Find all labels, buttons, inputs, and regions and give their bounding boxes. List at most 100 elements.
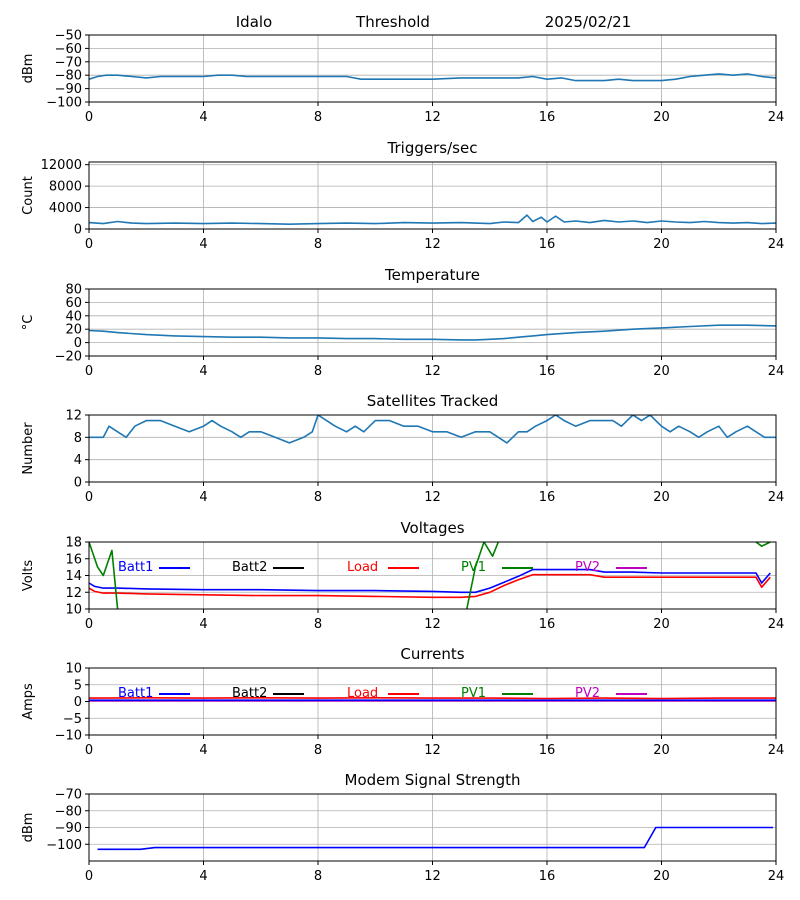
x-tick-label: 16 [539,617,556,632]
x-tick-label: 0 [85,617,93,632]
x-tick-label: 24 [768,237,785,252]
x-tick-label: 20 [653,743,670,758]
y-tick-label: 40 [65,309,82,324]
x-tick-label: 20 [653,490,670,505]
y-tick-label: 80 [65,283,82,298]
y-tick-label: −80 [55,69,82,84]
x-tick-label: 8 [314,110,322,125]
x-tick-label: 8 [314,490,322,505]
panel-title: Temperature [384,266,480,284]
x-tick-label: 20 [653,869,670,884]
y-tick-label: −60 [55,42,82,57]
panel-title: Modem Signal Strength [345,771,521,789]
legend-label: Load [347,686,378,701]
x-tick-label: 20 [653,364,670,379]
x-tick-label: 12 [424,743,441,758]
x-tick-label: 4 [199,869,207,884]
panel-title: Triggers/sec [387,139,478,157]
panel-triggers: 0 4 8 12 16 20 24 0 4000 8000 12000 Triggers/sec Cou… [21,139,784,252]
y-tick-label: −100 [46,838,82,853]
x-tick-label: 8 [314,617,322,632]
panel-title: Currents [400,645,464,663]
x-tick-label: 12 [424,490,441,505]
y-tick-label: 0 [74,695,82,710]
legend-label: Batt1 [118,686,153,701]
y-tick-label: 10 [65,603,82,618]
series-line-temperature-0 [89,324,776,341]
y-tick-label: 5 [74,678,82,693]
x-tick-label: 4 [199,617,207,632]
x-tick-label: 20 [653,110,670,125]
y-tick-label: 0 [74,476,82,491]
series-line-voltages-1 [89,573,771,599]
x-tick-label: 16 [539,237,556,252]
x-tick-label: 12 [424,110,441,125]
y-tick-label: 18 [65,536,82,551]
series-line-voltages-2 [89,542,119,609]
legend-label: PV2 [575,686,600,701]
legend-label: Batt2 [232,560,267,575]
legend-label: PV1 [461,686,486,701]
legend-label: Batt1 [118,560,153,575]
y-tick-label: −50 [55,29,82,44]
y-tick-label: −5 [63,712,82,727]
x-tick-label: 24 [768,490,785,505]
x-tick-label: 24 [768,364,785,379]
y-tick-label: 0 [74,223,82,238]
x-tick-label: 16 [539,490,556,505]
x-tick-label: 0 [85,743,93,758]
y-axis-label: Count [21,176,36,215]
panel-modem: 0 4 8 12 16 20 24 −100 −90 −80−70 Modem Signal Str… [21,771,784,884]
x-tick-label: 4 [199,237,207,252]
x-tick-label: 4 [199,743,207,758]
series-line-voltages-0 [89,568,771,594]
x-tick-label: 20 [653,237,670,252]
x-tick-label: 16 [539,743,556,758]
y-tick-label: −100 [46,96,82,111]
y-tick-label: 4000 [49,201,82,216]
y-tick-label: 14 [65,569,82,584]
y-axis-label: Number [21,422,36,475]
x-tick-label: 8 [314,364,322,379]
panel-satellites: 0 4 8 12 16 20 24 0 4 8 12 Satellites Tracked Number [21,392,784,505]
y-tick-label: 20 [65,323,82,338]
y-tick-label: 0 [74,336,82,351]
x-tick-label: 16 [539,110,556,125]
y-tick-label: 8 [74,431,82,446]
y-tick-label: 16 [65,552,82,567]
series-line-currents-2 [89,696,776,700]
y-tick-label: −70 [55,55,82,70]
x-tick-label: 16 [539,364,556,379]
y-tick-label: 12 [65,586,82,601]
series-line-satellites-0 [89,415,776,444]
header-station: Idalo [236,13,272,31]
x-tick-label: 24 [768,617,785,632]
y-axis-label: °C [21,315,36,331]
y-tick-label: −70 [55,788,82,803]
y-axis-label: Volts [21,560,36,592]
x-tick-label: 12 [424,237,441,252]
x-tick-label: 16 [539,869,556,884]
y-tick-label: 12000 [41,158,82,173]
x-tick-label: 12 [424,617,441,632]
y-tick-label: −80 [55,804,82,819]
x-tick-label: 24 [768,869,785,884]
x-tick-label: 24 [768,110,785,125]
legend-label: Batt2 [232,686,267,701]
x-tick-label: 0 [85,110,93,125]
y-axis-label: Amps [21,683,36,720]
y-tick-label: 10 [65,662,82,677]
x-tick-label: 0 [85,869,93,884]
y-tick-label: −10 [55,729,82,744]
y-tick-label: 4 [74,453,82,468]
y-tick-label: −90 [55,82,82,97]
x-tick-label: 8 [314,869,322,884]
x-tick-label: 24 [768,743,785,758]
x-tick-label: 12 [424,869,441,884]
x-tick-label: 0 [85,237,93,252]
legend-label: Load [347,560,378,575]
y-axis-label: dBm [21,813,36,843]
